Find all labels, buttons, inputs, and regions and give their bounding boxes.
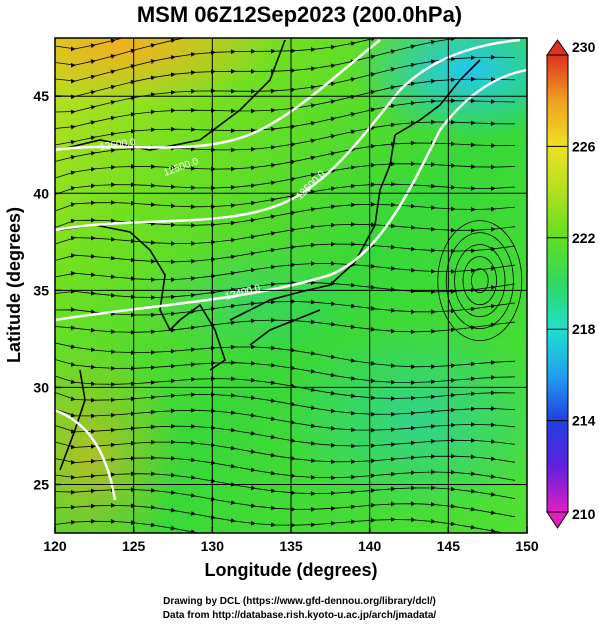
circulation-loop	[454, 244, 506, 318]
colorbar-tick-label: 230	[572, 39, 596, 55]
height-contours	[55, 38, 527, 501]
x-tick-label: 120	[43, 538, 67, 554]
circulation-loop	[462, 256, 497, 306]
y-tick-label: 40	[33, 185, 49, 201]
circulation-loop	[437, 220, 523, 342]
colorbar-tick-label: 226	[572, 138, 596, 154]
y-tick-label: 25	[33, 476, 49, 492]
contour-label-12600: 12600.0	[99, 137, 137, 153]
wind-streamlines	[55, 38, 523, 533]
x-tick-label: 125	[122, 538, 146, 554]
colorbar-max-triangle	[546, 39, 569, 56]
colorbar-min-triangle	[546, 511, 569, 529]
colorbar-tick-label: 210	[572, 506, 596, 522]
x-tick-label: 140	[358, 538, 382, 554]
colorbar-scale	[546, 54, 569, 513]
streamline	[55, 317, 516, 335]
colorbar-tick-label: 222	[572, 230, 596, 246]
streamline	[55, 221, 516, 246]
x-tick-label: 135	[279, 538, 303, 554]
colorbar: 230 226 222 218 214 210	[546, 39, 596, 529]
chart-title: MSM 06Z12Sep2023 (200.0hPa)	[136, 2, 463, 27]
y-tick-label: 30	[33, 379, 49, 395]
colorbar-tick-label: 214	[572, 413, 596, 429]
x-tick-label: 150	[515, 538, 539, 554]
streamline	[55, 241, 516, 265]
y-tick-label: 45	[33, 88, 49, 104]
y-tick-label: 35	[33, 282, 49, 298]
x-tick-label: 130	[201, 538, 225, 554]
x-axis-title: Longitude (degrees)	[204, 560, 377, 580]
streamline	[55, 518, 496, 533]
footer-credit-data: Data from http://database.rish.kyoto-u.a…	[162, 610, 437, 621]
x-axis: 120 125 130 135 140 145 150	[43, 527, 539, 554]
y-axis: 25 30 35 40 45	[33, 88, 61, 492]
coastlines	[57, 39, 481, 471]
circulation-loop	[445, 232, 514, 330]
footer-credit-dcl: Drawing by DCL (https://www.gfd-dennou.o…	[163, 596, 436, 607]
y-axis-title: Latitude (degrees)	[4, 207, 24, 363]
circulation-loop	[470, 268, 489, 294]
x-tick-label: 145	[437, 538, 461, 554]
lat-lon-grid	[55, 38, 527, 533]
streamline	[55, 299, 516, 318]
colorbar-tick-label: 218	[572, 321, 596, 337]
